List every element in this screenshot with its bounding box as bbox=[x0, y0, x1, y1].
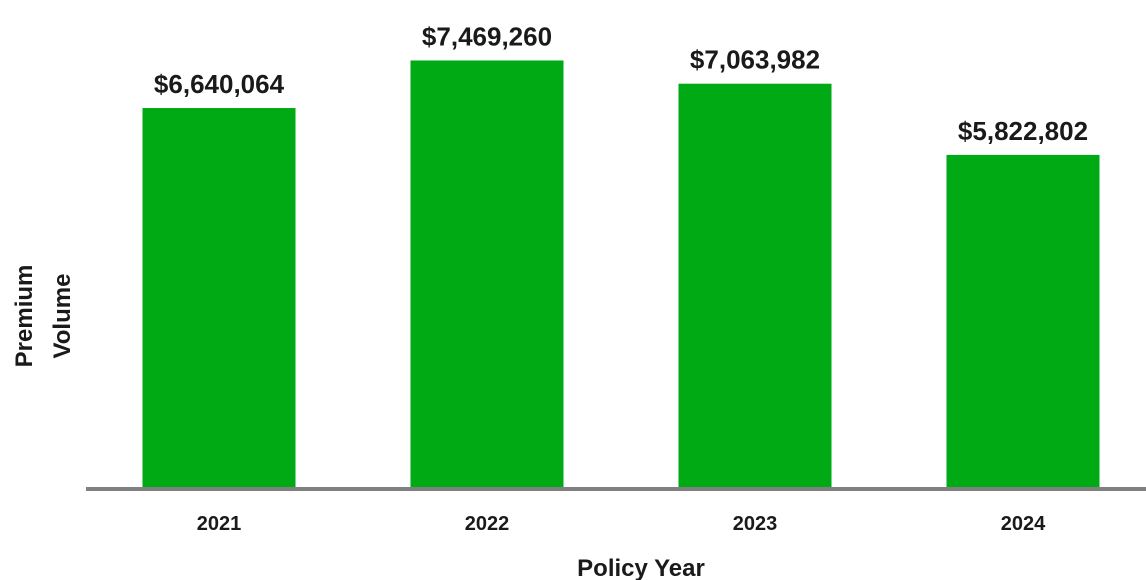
value-labels-group: $6,640,064 $7,469,260 $7,063,982 $5,822,802 bbox=[154, 21, 1088, 145]
y-axis-title-line-2: Volume bbox=[49, 274, 76, 359]
bar-2024 bbox=[946, 154, 1100, 489]
bar-2021 bbox=[142, 108, 296, 489]
x-tick-label-2024: 2024 bbox=[1001, 513, 1046, 535]
value-label-2024: $5,822,802 bbox=[958, 116, 1088, 146]
bar-2023 bbox=[678, 83, 832, 489]
bars-group bbox=[142, 60, 1100, 490]
x-tick-label-2021: 2021 bbox=[197, 513, 242, 535]
x-tick-labels-group: 2021 2022 2023 2024 bbox=[197, 513, 1046, 535]
value-label-2022: $7,469,260 bbox=[422, 21, 552, 51]
bar-2022 bbox=[410, 60, 564, 490]
y-axis-title: Premium Volume bbox=[11, 265, 76, 368]
y-axis-title-line-1: Premium bbox=[11, 265, 38, 368]
x-axis-title: Policy Year bbox=[577, 555, 705, 580]
value-label-2023: $7,063,982 bbox=[690, 45, 820, 75]
value-label-2021: $6,640,064 bbox=[154, 69, 285, 99]
x-tick-label-2023: 2023 bbox=[733, 513, 778, 535]
x-tick-label-2022: 2022 bbox=[465, 513, 510, 535]
